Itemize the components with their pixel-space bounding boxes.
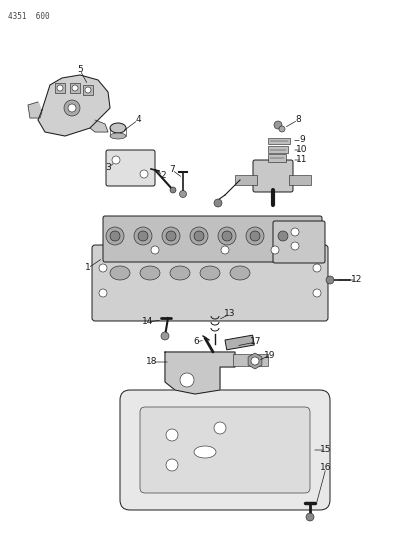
Ellipse shape	[194, 446, 216, 458]
FancyBboxPatch shape	[92, 245, 328, 321]
Ellipse shape	[110, 133, 126, 139]
Text: 4351  600: 4351 600	[8, 12, 50, 21]
Circle shape	[190, 227, 208, 245]
Circle shape	[151, 246, 159, 254]
Circle shape	[246, 227, 264, 245]
Circle shape	[274, 121, 282, 129]
Circle shape	[278, 231, 288, 241]
Bar	[268, 154, 286, 162]
Text: 10: 10	[296, 146, 308, 155]
Circle shape	[279, 126, 285, 132]
Circle shape	[218, 227, 236, 245]
FancyBboxPatch shape	[253, 160, 293, 192]
Text: 6: 6	[193, 337, 199, 346]
Text: 17: 17	[250, 337, 262, 346]
Circle shape	[166, 429, 178, 441]
Circle shape	[221, 246, 229, 254]
Circle shape	[72, 85, 78, 91]
Text: 3: 3	[105, 164, 111, 173]
Circle shape	[57, 85, 63, 91]
Text: 19: 19	[264, 351, 276, 359]
Circle shape	[291, 242, 299, 250]
FancyBboxPatch shape	[140, 407, 310, 493]
Bar	[55, 83, 65, 93]
Circle shape	[271, 246, 279, 254]
Bar	[225, 335, 254, 350]
FancyBboxPatch shape	[273, 221, 325, 263]
Circle shape	[180, 373, 194, 387]
Bar	[235, 175, 257, 185]
Polygon shape	[165, 352, 235, 394]
Text: 12: 12	[351, 276, 363, 285]
Text: 4: 4	[135, 116, 141, 125]
Text: 18: 18	[146, 358, 158, 367]
Circle shape	[194, 231, 204, 241]
Ellipse shape	[140, 266, 160, 280]
Text: 1: 1	[85, 263, 91, 272]
Circle shape	[64, 100, 80, 116]
Ellipse shape	[230, 266, 250, 280]
Circle shape	[140, 170, 148, 178]
Ellipse shape	[110, 123, 126, 133]
Circle shape	[180, 190, 186, 198]
Circle shape	[138, 231, 148, 241]
Circle shape	[313, 289, 321, 297]
Circle shape	[291, 228, 299, 236]
FancyBboxPatch shape	[103, 216, 322, 262]
Circle shape	[106, 227, 124, 245]
Ellipse shape	[170, 266, 190, 280]
FancyBboxPatch shape	[106, 150, 155, 186]
Polygon shape	[38, 75, 110, 136]
Bar	[268, 138, 290, 144]
Circle shape	[112, 156, 120, 164]
Circle shape	[250, 231, 260, 241]
Circle shape	[214, 422, 226, 434]
Bar	[289, 175, 311, 185]
Circle shape	[99, 264, 107, 272]
Circle shape	[166, 231, 176, 241]
Bar	[268, 146, 288, 153]
Circle shape	[166, 459, 178, 471]
FancyBboxPatch shape	[120, 390, 330, 510]
Circle shape	[274, 227, 292, 245]
Circle shape	[313, 264, 321, 272]
Ellipse shape	[200, 266, 220, 280]
Circle shape	[161, 332, 169, 340]
Text: 13: 13	[224, 310, 236, 319]
Text: 16: 16	[320, 464, 332, 472]
Bar	[233, 354, 268, 366]
Circle shape	[306, 513, 314, 521]
Circle shape	[99, 289, 107, 297]
Circle shape	[214, 199, 222, 207]
Text: 7: 7	[169, 166, 175, 174]
Circle shape	[170, 187, 176, 193]
Text: 14: 14	[142, 318, 154, 327]
Circle shape	[85, 87, 91, 93]
Polygon shape	[90, 120, 108, 132]
Circle shape	[251, 357, 259, 365]
Circle shape	[222, 231, 232, 241]
Bar	[83, 85, 93, 95]
Circle shape	[110, 231, 120, 241]
Text: 15: 15	[320, 446, 332, 455]
Text: 2: 2	[160, 171, 166, 180]
Circle shape	[326, 276, 334, 284]
Polygon shape	[28, 102, 42, 118]
Circle shape	[134, 227, 152, 245]
Text: 8: 8	[295, 116, 301, 125]
Ellipse shape	[110, 266, 130, 280]
Text: 9: 9	[299, 135, 305, 144]
Circle shape	[68, 104, 76, 112]
Bar	[70, 83, 80, 93]
Circle shape	[162, 227, 180, 245]
Text: 11: 11	[296, 156, 308, 165]
Text: 5: 5	[77, 66, 83, 75]
